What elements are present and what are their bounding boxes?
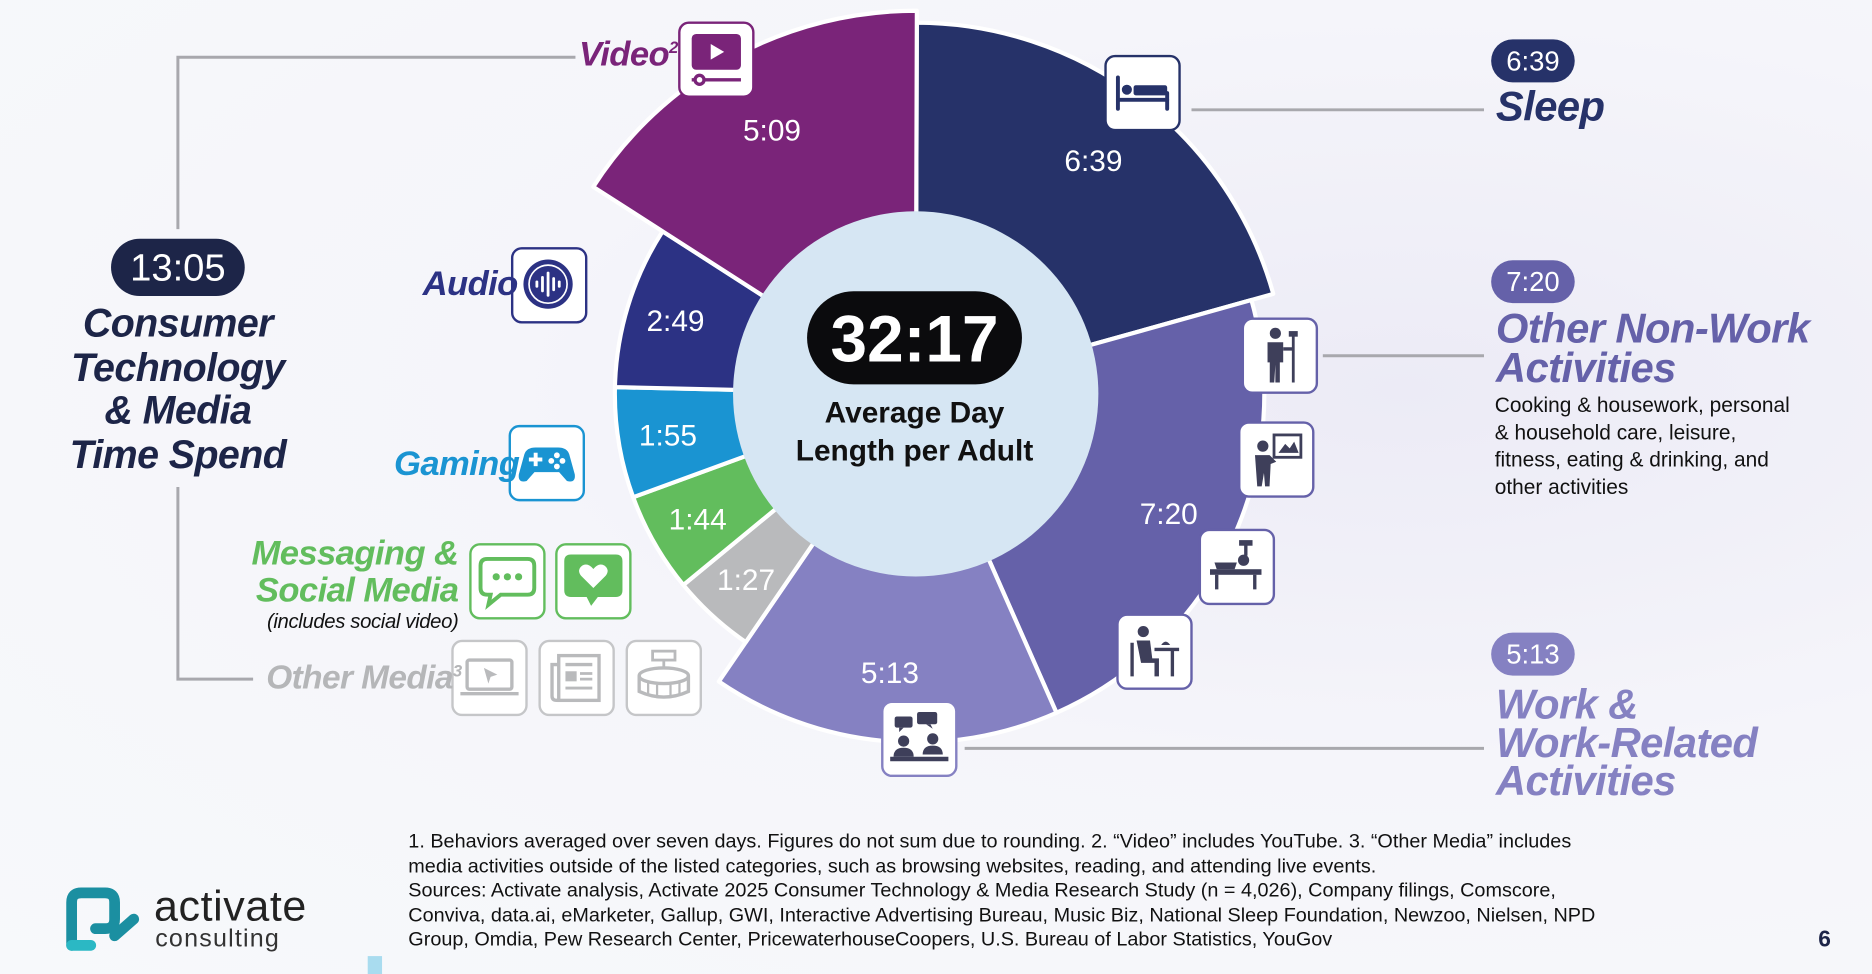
center-label-line1: Average Day	[825, 397, 1005, 430]
footnote-line4: Conviva, data.ai, eMarketer, Gallup, GWI…	[408, 902, 1596, 926]
label-video-sup: 2	[669, 37, 678, 57]
gaming-controller-icon	[508, 424, 586, 502]
nonwork-title-line1: Other Non-Work	[1495, 305, 1810, 353]
nonwork-description: Cooking & housework, personal & househol…	[1495, 392, 1790, 502]
page-number: 6	[1818, 927, 1831, 953]
nonwork-desc-line3: fitness, eating & drinking, and	[1494, 447, 1769, 472]
bed-icon	[1104, 54, 1181, 132]
label-other-media-text: Other Media	[266, 658, 453, 696]
label-video: Video2	[579, 36, 678, 75]
label-other-media: Other Media3	[266, 658, 462, 697]
left-summary-line4: Time Spend	[69, 431, 287, 476]
nonwork-title-line2: Activities	[1495, 344, 1676, 392]
nonwork-desc-line1: Cooking & housework, personal	[1494, 392, 1790, 417]
person-art-icon	[1238, 421, 1315, 498]
social-heart-icon	[555, 543, 632, 620]
footnote-line5: Group, Omdia, Pew Research Center, Price…	[408, 927, 1333, 951]
nonwork-desc-line2: & household care, leisure,	[1494, 420, 1737, 445]
footnote-line3: Sources: Activate analysis, Activate 202…	[408, 878, 1556, 902]
label-video-text: Video	[579, 35, 670, 75]
work-meeting-icon	[881, 700, 958, 778]
left-summary-title: Consumer Technology & Media Time Spend	[48, 300, 308, 476]
chat-bubble-icon	[469, 543, 546, 620]
center-value-pill	[807, 291, 1022, 385]
label-other-media-sup: 3	[452, 660, 462, 680]
slice-value-label: 5:13	[861, 657, 919, 690]
footnote-line2: media activities outside of the listed c…	[408, 854, 1377, 877]
total-media-pill: 13:05	[111, 238, 245, 297]
slice-value-label: 5:09	[743, 115, 801, 148]
slice-value-label: 7:20	[1140, 498, 1198, 531]
slice-value-label: 1:27	[717, 564, 775, 597]
label-audio: Audio	[422, 264, 519, 304]
fitness-bench-icon	[1198, 528, 1276, 606]
video-icon	[678, 21, 755, 98]
stadium-icon	[625, 639, 703, 717]
connector-other-media	[176, 487, 254, 681]
center-label-line2: Length per Adult	[796, 435, 1034, 468]
sleep-title: Sleep	[1495, 83, 1605, 131]
person-dining-icon	[1116, 613, 1193, 690]
label-messaging-line2: Social Media	[255, 571, 459, 610]
connector-video	[176, 55, 576, 230]
center-value: 32:17	[831, 303, 999, 376]
work-title-line2: Work-Related	[1495, 719, 1758, 767]
left-summary-line3: & Media	[104, 387, 252, 433]
left-summary-line1: Consumer	[82, 300, 274, 345]
label-gaming: Gaming	[393, 445, 520, 484]
slice-value-label: 1:55	[639, 420, 697, 453]
news-article-icon	[538, 639, 615, 717]
activate-logo-icon	[66, 887, 140, 951]
slice-value-label: 2:49	[646, 305, 704, 338]
work-title-line1: Work &	[1495, 681, 1639, 729]
nonwork-time-pill: 7:20	[1491, 260, 1575, 304]
work-time-pill: 5:13	[1491, 632, 1575, 676]
laptop-cursor-icon	[451, 639, 528, 717]
audio-icon	[510, 247, 588, 324]
brand-sub: consulting	[155, 925, 281, 953]
person-cleaning-icon	[1241, 317, 1319, 394]
label-messaging-line1: Messaging &	[251, 534, 459, 573]
footnote-line1: 1. Behaviors averaged over seven days. F…	[408, 829, 1572, 853]
footnote: 1. Behaviors averaged over seven days. F…	[408, 830, 1745, 952]
brand-name: activate	[154, 880, 307, 930]
label-messaging-note: (includes social video)	[267, 609, 459, 633]
slice-value-label: 6:39	[1064, 145, 1122, 178]
corner-marker	[367, 956, 383, 974]
left-summary-line2: Technology	[71, 344, 285, 389]
nonwork-desc-line4: other activities	[1494, 475, 1629, 499]
work-title-line3: Activities	[1495, 757, 1676, 805]
center-disc	[733, 211, 1099, 577]
slice-value-label: 1:44	[669, 503, 727, 536]
sleep-time-pill: 6:39	[1491, 39, 1575, 83]
